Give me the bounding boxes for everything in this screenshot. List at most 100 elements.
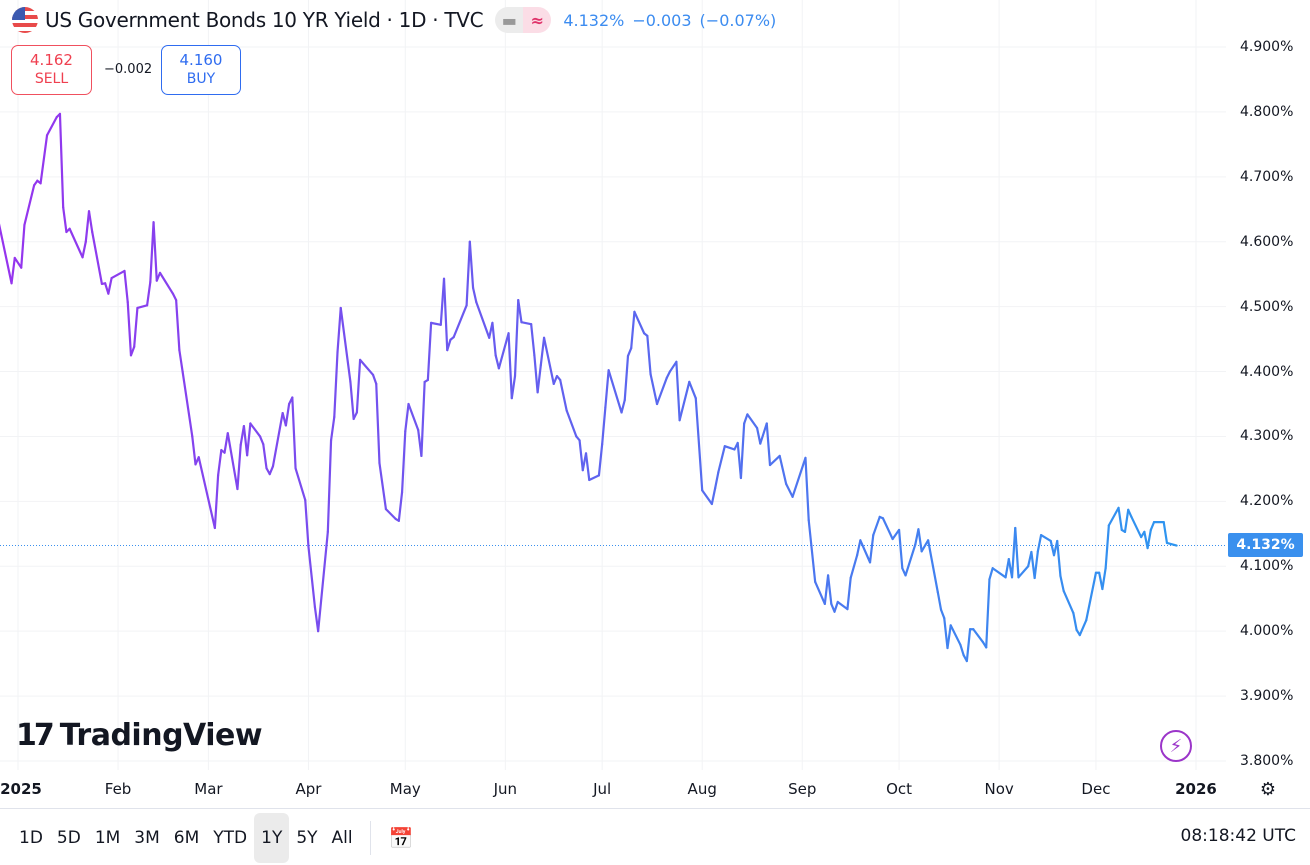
- range-1y-button[interactable]: 1Y: [254, 813, 290, 863]
- line-segment: [694, 397, 704, 492]
- x-tick-label: Aug: [687, 780, 717, 798]
- line-segment: [539, 336, 546, 367]
- x-tick-label: Sep: [788, 780, 817, 798]
- range-5d-button[interactable]: 5D: [56, 828, 81, 848]
- line-segment: [258, 435, 265, 446]
- line-segment: [836, 600, 849, 611]
- sell-label: SELL: [34, 71, 69, 87]
- range-1d-button[interactable]: 1D: [19, 828, 43, 848]
- line-segment: [158, 271, 175, 295]
- line-segment: [607, 369, 623, 414]
- x-tick-label: Oct: [886, 780, 913, 798]
- line-segment: [714, 471, 720, 490]
- last-price-tag: 4.132%: [1228, 533, 1303, 557]
- line-segment: [807, 519, 817, 583]
- line-segment: [665, 370, 672, 380]
- line-segment: [1072, 611, 1078, 631]
- y-tick-label: 4.300%: [1240, 428, 1294, 445]
- symbol-title[interactable]: US Government Bonds 10 YR Yield · 1D · T…: [45, 8, 484, 32]
- spread: −0.002: [104, 62, 153, 77]
- line-segment: [778, 454, 788, 485]
- line-segment: [655, 376, 668, 406]
- line-segment: [171, 292, 178, 302]
- minus-icon[interactable]: ▬: [495, 7, 524, 33]
- buy-price: 4.160: [179, 51, 223, 69]
- line-segment: [107, 276, 113, 295]
- line-segment: [62, 206, 68, 234]
- line-segment: [739, 422, 746, 480]
- go-to-date-calendar-icon[interactable]: 📅: [388, 826, 414, 850]
- line-segment: [856, 539, 862, 557]
- line-segment: [507, 332, 513, 400]
- line-segment: [688, 380, 697, 400]
- range-all-button[interactable]: All: [331, 828, 353, 848]
- x-tick-label: May: [389, 780, 421, 798]
- range-6m-button[interactable]: 6M: [173, 828, 200, 848]
- line-segment: [746, 413, 759, 430]
- range-1m-button[interactable]: 1M: [94, 828, 121, 848]
- toolbar-divider: [369, 821, 371, 855]
- line-segment: [559, 378, 568, 412]
- line-segment: [378, 461, 388, 511]
- y-tick-label: 4.200%: [1240, 493, 1294, 510]
- line-segment: [675, 360, 681, 422]
- line-segment: [23, 184, 36, 226]
- line-segment: [1146, 528, 1152, 550]
- line-segment: [1059, 574, 1065, 593]
- indicator-pill[interactable]: ▬ ≈: [495, 7, 552, 33]
- line-segment: [765, 422, 772, 467]
- range-ytd-button[interactable]: YTD: [213, 828, 248, 848]
- line-segment: [578, 439, 584, 472]
- lightning-icon[interactable]: ⚡: [1160, 730, 1192, 762]
- line-segment: [246, 422, 252, 457]
- range-3m-button[interactable]: 3M: [134, 828, 160, 848]
- line-segment: [646, 334, 652, 376]
- line-segment: [517, 299, 523, 324]
- line-segment: [465, 240, 471, 307]
- approx-icon[interactable]: ≈: [523, 7, 552, 33]
- x-tick-label: Feb: [104, 780, 132, 798]
- line-segment: [430, 321, 442, 326]
- line-segment: [620, 399, 626, 414]
- y-tick-label: 4.600%: [1240, 233, 1294, 250]
- line-segment: [145, 280, 152, 307]
- sell-button[interactable]: 4.162 SELL: [11, 45, 92, 95]
- line-segment: [400, 430, 407, 494]
- sell-price: 4.162: [30, 51, 73, 69]
- x-tick-label: 2026: [1175, 780, 1217, 798]
- line-segment: [985, 578, 991, 649]
- x-tick-label: Jun: [493, 780, 518, 798]
- line-segment: [949, 624, 962, 646]
- settings-icon[interactable]: ⚙: [1259, 778, 1277, 800]
- buy-button[interactable]: 4.160 BUY: [161, 45, 241, 95]
- line-segment: [872, 515, 881, 537]
- line-segment: [352, 411, 358, 421]
- line-segment: [1014, 526, 1020, 579]
- line-segment: [1036, 534, 1043, 553]
- tradingview-logo[interactable]: 17 TradingView: [16, 718, 263, 753]
- line-segment: [988, 567, 994, 581]
- line-segment: [814, 580, 826, 606]
- tradingview-mark-icon: 17: [16, 718, 55, 753]
- line-segment: [284, 402, 291, 427]
- range-5y-button[interactable]: 5Y: [296, 828, 318, 848]
- line-segment: [701, 489, 713, 506]
- line-segment: [897, 528, 904, 570]
- line-segment: [826, 574, 833, 606]
- line-segment: [216, 448, 223, 477]
- line-segment: [10, 256, 16, 285]
- line-segment: [0, 223, 13, 285]
- line-segment: [991, 567, 1007, 579]
- line-segment: [868, 534, 875, 564]
- line-segment: [678, 380, 691, 422]
- line-segment: [536, 363, 542, 394]
- line-segment: [520, 321, 533, 326]
- line-segment: [633, 310, 646, 335]
- line-segment: [939, 608, 946, 620]
- line-segment: [307, 545, 317, 609]
- x-tick-label: Dec: [1081, 780, 1111, 798]
- line-segment: [249, 422, 262, 438]
- grid: [0, 0, 1226, 770]
- line-segment: [471, 286, 478, 304]
